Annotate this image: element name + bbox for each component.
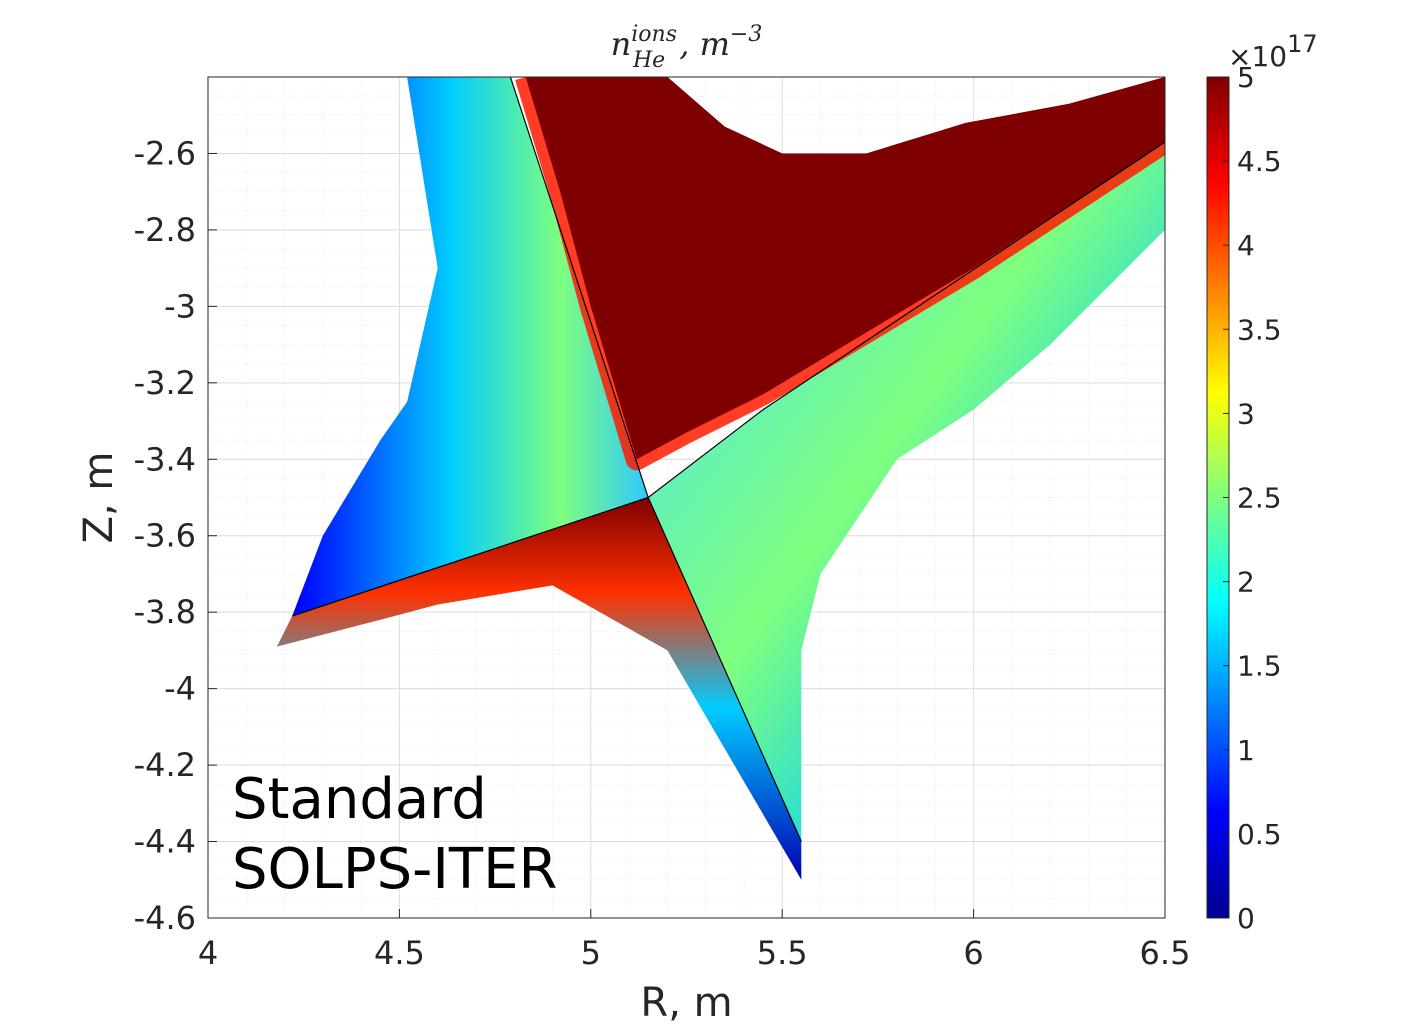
x-tick-label: 5 [581,934,601,972]
colorbar-tick-label: 4 [1237,229,1255,262]
colorbar-tick-label: 4.5 [1237,145,1282,178]
y-tick-label: -4.2 [134,746,196,784]
colorbar-tick-label: 2 [1237,566,1255,599]
y-tick-label: -2.6 [134,134,196,172]
y-tick-label: -3.8 [134,593,196,631]
separatrix [292,77,1165,842]
x-axis-label: R, m [640,980,732,1026]
region-outer-sol [648,142,1165,842]
colorbar-tick-label: 5 [1237,61,1255,94]
x-tick-label: 6.5 [1140,934,1191,972]
colorbar-multiplier-text: ×1017 [1228,30,1318,73]
colorbar-tick-label: 0.5 [1237,818,1282,851]
y-tick-label: -3.4 [134,440,196,478]
chart-title: nions He, m−3 [611,22,763,73]
colorbar-tick-label: 0 [1237,902,1255,935]
colorbar-multiplier: ×1017 [1228,30,1318,73]
y-tick-label: -3.6 [134,517,196,555]
annotation-line: Standard [232,767,487,832]
separatrix-leg-2 [292,141,1165,617]
region-core-fill [525,77,1165,460]
y-tick-label: -3 [164,287,196,325]
x-axis-ticks: 4 4.5 5 5.5 6 6.5 [198,909,1191,972]
y-tick-label: -4 [164,670,196,708]
plot-frame [207,76,1166,919]
colorbar-ticks: 0 0.5 1 1.5 2 2.5 3 3.5 4 4.5 5 [1223,61,1282,935]
x-tick-label: 6 [963,934,983,972]
colorbar-tick-label: 3 [1237,397,1255,430]
y-tick-label: -4.4 [134,823,196,861]
y-tick-label: -4.6 [134,899,196,937]
y-axis-label: Z, m [76,452,122,544]
x-tick-label: 4 [198,934,218,972]
annotation-line: SOLPS-ITER [232,837,557,902]
colorbar-tick-label: 1.5 [1237,650,1282,683]
colorbar-tick-label: 1 [1237,734,1255,767]
y-tick-label: -2.8 [134,211,196,249]
region-private-flux [276,497,802,880]
y-tick-label: -3.2 [134,364,196,402]
colorbar-tick-label: 3.5 [1237,313,1282,346]
density-field [208,77,1165,880]
colorbar-tick-label: 2.5 [1237,482,1282,515]
region-inner-sol [208,77,649,616]
x-tick-label: 4.5 [374,934,425,972]
title-text: nions He, m−3 [611,22,763,73]
x-tick-label: 5.5 [757,934,808,972]
y-axis-ticks: -2.6 -2.8 -3 -3.2 -3.4 -3.6 -3.8 -4 -4.2 -4.4 -4.6 [134,134,217,937]
